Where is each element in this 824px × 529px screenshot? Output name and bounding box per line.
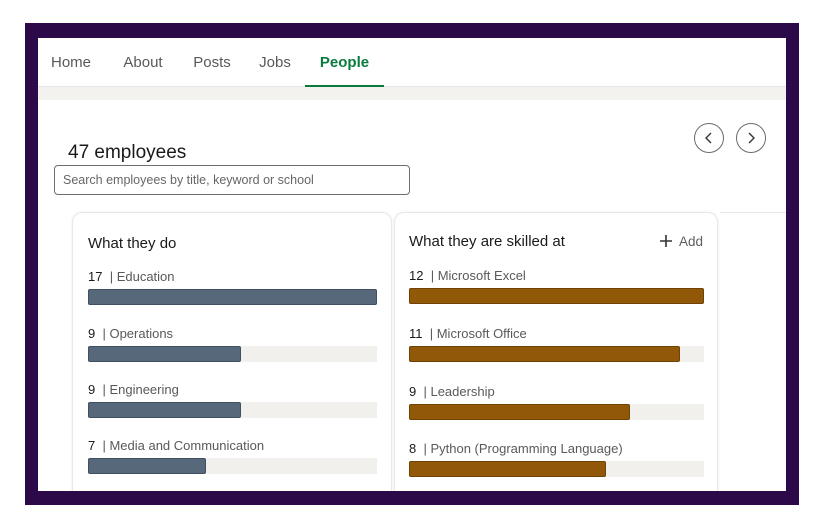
chevron-left-icon	[705, 132, 712, 144]
add-skill-button[interactable]: Add	[659, 230, 703, 252]
insight-bar-track	[88, 458, 377, 474]
insight-row[interactable]: 9 | Operations	[88, 326, 377, 362]
plus-icon	[659, 235, 672, 247]
insight-bar-track	[409, 404, 704, 420]
insight-label: | Education	[109, 269, 175, 284]
insight-count: 9	[88, 326, 96, 341]
previous-button[interactable]	[694, 123, 724, 153]
insight-bar-track	[409, 461, 704, 477]
add-skill-label: Add	[678, 233, 703, 249]
insight-bar	[409, 346, 680, 362]
insight-label: | Python (Programming Language)	[423, 441, 623, 456]
next-insight-card-edge	[720, 212, 786, 491]
tab-people[interactable]: People	[305, 38, 384, 87]
next-button[interactable]	[736, 123, 766, 153]
insight-count: 9	[88, 382, 96, 397]
insight-count: 12	[409, 268, 424, 283]
company-nav: Home About Posts Jobs People	[38, 38, 786, 87]
insight-bar-track	[88, 346, 377, 362]
chevron-right-icon	[748, 132, 755, 144]
tab-about[interactable]: About	[123, 54, 163, 71]
insight-bar	[88, 289, 377, 305]
section-divider	[38, 87, 786, 100]
insight-count: 17	[88, 269, 103, 284]
insight-bar	[88, 346, 242, 362]
insight-bar	[409, 404, 631, 420]
insight-label: | Engineering	[102, 382, 179, 397]
insight-row[interactable]: 17 | Education	[88, 269, 377, 305]
insight-bar	[88, 458, 207, 474]
insight-label: | Microsoft Excel	[430, 268, 526, 283]
tab-home[interactable]: Home	[50, 54, 91, 71]
insight-bar	[409, 461, 606, 477]
tab-jobs[interactable]: Jobs	[259, 54, 291, 71]
insight-row[interactable]: 9 | Engineering	[88, 382, 377, 418]
insight-count: 9	[409, 384, 417, 399]
insight-label: | Leadership	[423, 384, 495, 399]
insight-row[interactable]: 9 | Leadership	[409, 384, 704, 420]
insight-bar-track	[88, 289, 377, 305]
insight-bar-track	[409, 346, 704, 362]
insight-row[interactable]: 8 | Python (Programming Language)	[409, 441, 704, 477]
insight-row[interactable]: 11 | Microsoft Office	[409, 326, 704, 362]
employee-count: 47 employees	[68, 142, 187, 163]
insight-count: 7	[88, 438, 96, 453]
search-employees-input[interactable]	[54, 165, 410, 195]
insight-label: | Media and Communication	[102, 438, 265, 453]
insight-row[interactable]: 7 | Media and Communication	[88, 438, 377, 474]
insight-row[interactable]: 12 | Microsoft Excel	[409, 268, 704, 304]
insight-label: | Microsoft Office	[429, 326, 527, 341]
skilled-at-title: What they are skilled at	[409, 233, 565, 250]
tab-posts[interactable]: Posts	[193, 54, 231, 71]
insight-label: | Operations	[102, 326, 174, 341]
insight-count: 8	[409, 441, 417, 456]
insight-bar-track	[409, 288, 704, 304]
insight-bar-track	[88, 402, 377, 418]
insight-count: 11	[409, 326, 423, 341]
what-they-do-title: What they do	[88, 235, 177, 252]
skilled-at-card: What they are skilled at Add 12 | Micros…	[394, 212, 718, 491]
insight-bar	[88, 402, 242, 418]
company-page-panel: Home About Posts Jobs People 47 employee…	[38, 38, 786, 491]
what-they-do-card: What they do 17 | Education 9 | Operatio…	[72, 212, 392, 491]
insight-bar	[409, 288, 704, 304]
